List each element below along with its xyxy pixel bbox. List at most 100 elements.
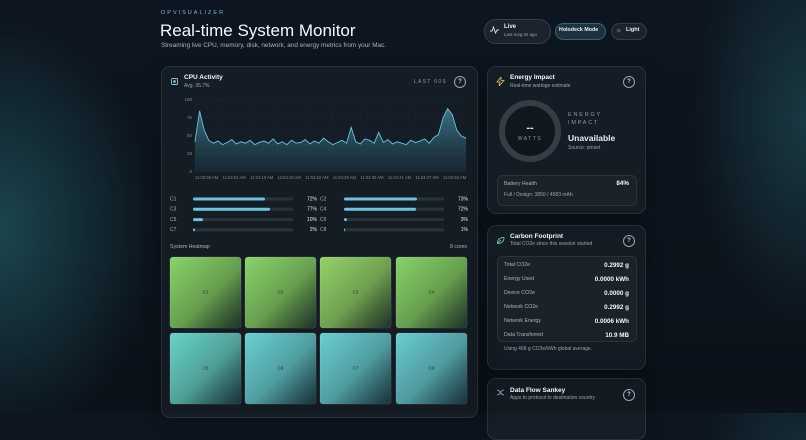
core-bar: [193, 207, 270, 211]
cpu-help[interactable]: ?: [454, 76, 466, 88]
energy-value: --: [526, 122, 534, 134]
x-tick-label: 11:04:16 AM: [278, 175, 302, 180]
last-msg: Last msg 0s ago: [504, 32, 538, 37]
energy-panel: [487, 66, 646, 214]
carbon-row-value: 0.0000 kWh: [594, 275, 629, 283]
heat-shade: [245, 257, 316, 328]
cpu-window: LAST 60S: [413, 79, 447, 85]
x-tick-label: 11:04:47 AM: [415, 175, 439, 180]
chart-layer: 0 25 50 75 100 11:03:58 AM 11:04:04 AM 11:04:10…: [169, 97, 469, 405]
core-value: 72%: [458, 207, 469, 213]
x-tick-label: 11:04:22 AM: [305, 175, 329, 180]
y-tick-label: 25: [187, 151, 193, 156]
carbon-help[interactable]: ?: [623, 235, 635, 247]
battery-label: Battery Health: [504, 181, 537, 187]
heat-shade: [170, 333, 241, 404]
page-subtitle: Streaming live CPU, memory, disk, networ…: [161, 42, 387, 49]
core-bar: [344, 228, 345, 232]
core-value: 3%: [461, 217, 469, 223]
carbon-icon: [497, 237, 505, 244]
energy-help[interactable]: ?: [623, 76, 635, 88]
heat-shade: [396, 257, 467, 328]
core-label: C6: [320, 217, 327, 223]
sankey-icon: [496, 389, 505, 396]
core-value: 10%: [307, 217, 318, 223]
carbon-row-value: 0.2992 g: [604, 261, 629, 269]
core-track: [344, 228, 444, 232]
core-track: [193, 228, 293, 232]
x-tick-label: 11:04:28 AM: [333, 175, 357, 180]
holodeck-label: Holodeck Mode: [559, 27, 599, 33]
core-label: C5: [170, 217, 177, 223]
energy-source: Source: pmset: [568, 145, 601, 151]
heat-label: C3: [353, 290, 359, 295]
battery-detail: Full / Design: 3850 / 4583 mAh: [504, 192, 573, 198]
theme-button[interactable]: [611, 23, 647, 40]
core-bar: [344, 197, 417, 201]
core-bar: [193, 228, 195, 232]
heat-shade: [170, 257, 241, 328]
core-value: 73%: [458, 196, 469, 202]
carbon-title: Carbon Footprint: [510, 233, 564, 240]
energy-status: Unavailable: [568, 133, 616, 143]
core-label: C4: [320, 207, 327, 213]
energy-subtitle: Real-time wattage estimate: [510, 83, 571, 89]
carbon-row-value: 0.0006 kWh: [594, 317, 629, 325]
heat-label: C7: [353, 366, 359, 371]
carbon-row-label: Data Transferred: [504, 332, 543, 338]
y-tick-label: 75: [187, 115, 193, 120]
core-value: 1%: [461, 227, 469, 233]
cpu-area: [195, 108, 466, 172]
core-value: 77%: [307, 207, 318, 213]
carbon-note: Using 468 g CO2e/kWh global average.: [504, 346, 593, 352]
core-bar: [344, 218, 347, 222]
x-tick-label: 11:03:58 AM: [195, 175, 219, 180]
heat-label: C1: [203, 290, 209, 295]
x-tick-label: 11:04:53 AM: [443, 175, 467, 180]
cpu-avg: Avg. 35.7%: [184, 83, 210, 89]
sankey-help[interactable]: ?: [623, 389, 635, 401]
theme-label: Light: [626, 27, 640, 33]
live-pill[interactable]: [484, 19, 551, 44]
core-label: C2: [320, 196, 327, 202]
y-tick-label: 50: [187, 133, 193, 138]
x-tick-label: 11:04:35 AM: [360, 175, 384, 180]
heat-label: C2: [278, 290, 284, 295]
carbon-table: [497, 256, 637, 342]
heat-shade: [320, 333, 391, 404]
core-value: 2%: [310, 227, 318, 233]
battery-box: [497, 175, 637, 206]
carbon-row-label: Network CO2e: [504, 304, 539, 310]
heat-label: C6: [278, 366, 284, 371]
carbon-row-label: Network Energy: [504, 318, 541, 324]
carbon-subtitle: Total CO2e since this session started: [510, 241, 593, 247]
battery-value: 84%: [616, 180, 629, 187]
heatmap-count: 8 cores: [449, 244, 467, 250]
x-tick-label: 11:04:41 AM: [388, 175, 412, 180]
core-bar: [193, 218, 203, 222]
core-label: C1: [170, 196, 177, 202]
sankey-subtitle: Apps to protocol to destination country: [510, 395, 596, 401]
y-tick-label: 0: [189, 169, 192, 174]
live-icon: [490, 26, 499, 34]
carbon-row-label: Total CO2e: [504, 262, 530, 268]
heat-shade: [396, 333, 467, 404]
x-tick-label: 11:04:10 AM: [250, 175, 274, 180]
page-title: Real-time System Monitor: [160, 21, 356, 40]
cpu-line: [194, 107, 467, 146]
sankey-title: Data Flow Sankey: [510, 387, 566, 394]
carbon-panel: [487, 225, 646, 370]
cpu-title: CPU Activity: [184, 74, 223, 81]
core-label: C3: [170, 207, 177, 213]
energy-gauge: [499, 100, 561, 162]
sun-icon: ☼: [616, 27, 622, 34]
x-tick-label: 11:04:04 AM: [223, 175, 247, 180]
brand: OPVISUALIZER: [161, 10, 226, 16]
core-value: 72%: [307, 196, 318, 202]
energy-label: ENERGY IMPACT: [568, 112, 602, 127]
core-label: C8: [320, 227, 327, 233]
core-track: [344, 218, 444, 222]
energy-title: Energy Impact: [510, 74, 555, 81]
holodeck-button[interactable]: [555, 23, 606, 40]
